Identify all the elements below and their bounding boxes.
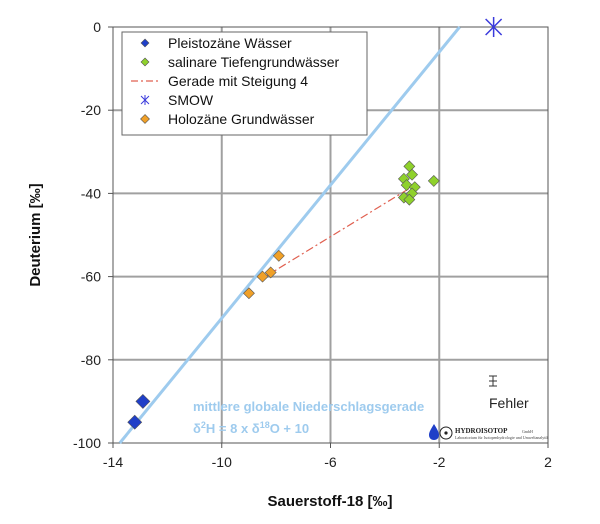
y-tick-label: -40 xyxy=(81,185,101,201)
error-bar-icon xyxy=(489,375,497,387)
x-tick-label: -2 xyxy=(433,454,446,470)
logo-dot-icon xyxy=(444,431,448,435)
y-tick-label: -20 xyxy=(81,102,101,118)
y-axis-title: Deuterium [‰] xyxy=(27,183,44,286)
hydroisotop-logo: HYDROISOTOP GmbH Laboratorium für Isotop… xyxy=(429,424,549,440)
legend-label-holocene: Holozäne Grundwässer xyxy=(168,111,315,127)
legend-marker-saline xyxy=(140,57,150,67)
legend-label-pleistocene: Pleistozäne Wässer xyxy=(168,35,292,51)
legend-marker-pleistocene xyxy=(140,38,150,48)
saline-point xyxy=(400,179,413,192)
water-drop-icon xyxy=(429,424,439,440)
x-tick-label: -10 xyxy=(212,454,232,470)
y-tick-label: -100 xyxy=(73,435,101,451)
saline-point xyxy=(427,174,440,187)
pleistocene-point xyxy=(127,414,143,430)
x-tick-label: -6 xyxy=(324,454,337,470)
legend-label-saline: salinare Tiefengrundwässer xyxy=(168,54,340,70)
logo-name: HYDROISOTOP xyxy=(455,427,508,435)
legend-label-smow: SMOW xyxy=(168,92,214,108)
legend-marker-holocene xyxy=(140,114,150,124)
pleistocene-point xyxy=(135,393,151,409)
saline-point xyxy=(406,168,418,181)
gmwl-annotation-title: mittlere globale Niederschlagsgerade xyxy=(193,399,424,414)
saline-point xyxy=(403,193,416,206)
y-tick-label: 0 xyxy=(93,19,101,35)
tick-layer: -14 -10 -6 -2 2 0 -20 -40 -60 -80 -100 xyxy=(73,19,552,470)
gmwl-annotation-formula: δ2H = 8 x δ18O + 10 xyxy=(193,420,309,436)
legend: Pleistozäne Wässer salinare Tiefengrundw… xyxy=(121,31,368,136)
x-tick-label: -14 xyxy=(103,454,123,470)
holocene-point xyxy=(243,287,255,300)
y-tick-label: -80 xyxy=(81,352,101,368)
holocene-point xyxy=(264,266,277,279)
y-tick-label: -60 xyxy=(81,269,101,285)
legend-label-slope-line: Gerade mit Steigung 4 xyxy=(168,73,308,89)
logo-suffix: GmbH xyxy=(522,429,533,434)
error-label: Fehler xyxy=(489,395,529,411)
legend-markers xyxy=(131,38,159,124)
smow-point xyxy=(485,17,503,37)
holocene-point xyxy=(256,270,269,283)
logo-tagline: Laboratorium für Isotopenhydrologie und … xyxy=(455,435,549,440)
x-axis-title: Sauerstoff-18 [‰] xyxy=(267,493,392,510)
series-layer xyxy=(118,17,503,444)
legend-marker-smow xyxy=(140,95,150,105)
x-tick-label: 2 xyxy=(544,454,552,470)
holocene-point xyxy=(272,249,285,262)
gmwl-line xyxy=(118,26,461,444)
slope-4-line xyxy=(264,187,410,278)
legend-box xyxy=(121,31,368,136)
